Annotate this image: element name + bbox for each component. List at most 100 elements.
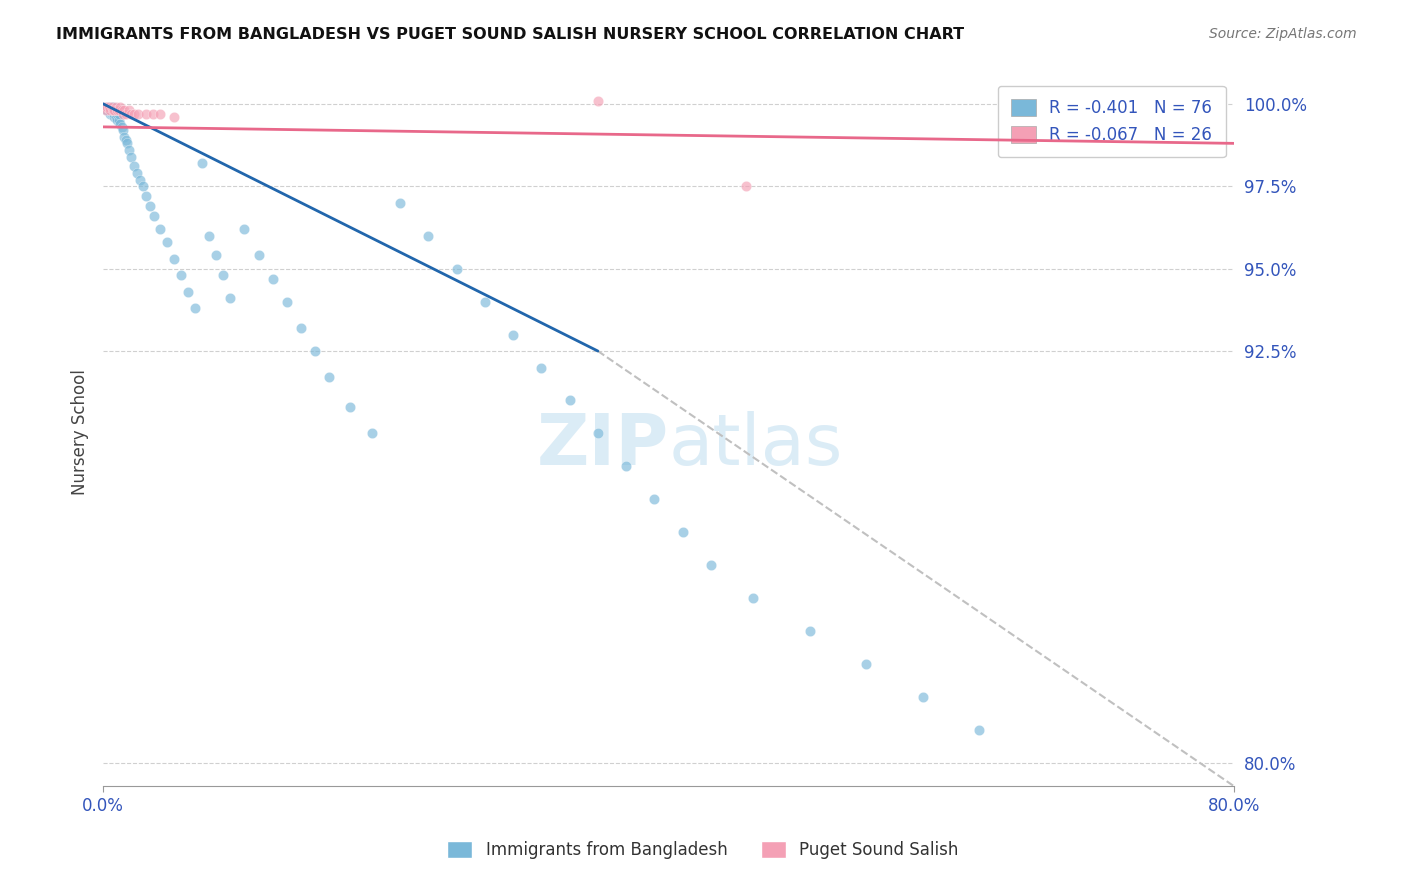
Point bbox=[120, 150, 142, 164]
Point bbox=[170, 268, 193, 283]
Text: atlas: atlas bbox=[668, 411, 844, 481]
Legend: R = -0.401   N = 76, R = -0.067   N = 26: R = -0.401 N = 76, R = -0.067 N = 26 bbox=[998, 86, 1226, 157]
Point bbox=[117, 103, 139, 118]
Text: IMMIGRANTS FROM BANGLADESH VS PUGET SOUND SALISH NURSERY SCHOOL CORRELATION CHAR: IMMIGRANTS FROM BANGLADESH VS PUGET SOUN… bbox=[56, 27, 965, 42]
Point bbox=[96, 100, 118, 114]
Point bbox=[163, 110, 186, 124]
Point bbox=[247, 248, 270, 262]
Point bbox=[131, 179, 153, 194]
Point bbox=[107, 113, 129, 128]
Point bbox=[128, 172, 150, 186]
Legend: Immigrants from Bangladesh, Puget Sound Salish: Immigrants from Bangladesh, Puget Sound … bbox=[440, 834, 966, 866]
Point bbox=[103, 106, 125, 120]
Point bbox=[100, 103, 122, 118]
Point bbox=[98, 103, 121, 118]
Point bbox=[388, 195, 411, 210]
Point bbox=[700, 558, 723, 573]
Point bbox=[205, 248, 228, 262]
Point bbox=[94, 103, 117, 118]
Point bbox=[104, 100, 127, 114]
Point bbox=[110, 120, 132, 134]
Point bbox=[122, 106, 145, 120]
Point bbox=[139, 199, 162, 213]
Point bbox=[304, 344, 326, 359]
Point bbox=[108, 100, 131, 114]
Point bbox=[290, 321, 312, 335]
Point bbox=[135, 189, 157, 203]
Point bbox=[184, 301, 207, 315]
Y-axis label: Nursery School: Nursery School bbox=[72, 369, 89, 495]
Point bbox=[530, 360, 553, 375]
Point bbox=[474, 294, 496, 309]
Point bbox=[103, 103, 125, 118]
Point bbox=[112, 129, 135, 144]
Point bbox=[100, 106, 122, 120]
Point bbox=[149, 222, 172, 236]
Point bbox=[212, 268, 235, 283]
Point bbox=[135, 106, 157, 120]
Point bbox=[742, 591, 765, 606]
Point bbox=[191, 156, 214, 170]
Point bbox=[855, 657, 877, 672]
Point bbox=[149, 106, 172, 120]
Point bbox=[107, 103, 129, 118]
Point bbox=[969, 723, 991, 738]
Point bbox=[125, 166, 148, 180]
Point bbox=[114, 133, 136, 147]
Point bbox=[672, 525, 695, 540]
Point bbox=[120, 106, 142, 120]
Point bbox=[93, 100, 115, 114]
Point bbox=[110, 103, 132, 118]
Point bbox=[105, 103, 128, 118]
Point bbox=[122, 160, 145, 174]
Point bbox=[108, 117, 131, 131]
Text: Source: ZipAtlas.com: Source: ZipAtlas.com bbox=[1209, 27, 1357, 41]
Point bbox=[156, 235, 179, 250]
Point bbox=[101, 100, 124, 114]
Point bbox=[101, 106, 124, 120]
Point bbox=[101, 103, 124, 118]
Point bbox=[219, 291, 242, 305]
Point bbox=[318, 370, 340, 384]
Point bbox=[735, 179, 758, 194]
Point bbox=[233, 222, 256, 236]
Point bbox=[143, 209, 166, 223]
Point bbox=[558, 393, 581, 408]
Point bbox=[117, 143, 139, 157]
Point bbox=[101, 103, 124, 118]
Point bbox=[586, 426, 609, 441]
Point bbox=[96, 103, 118, 118]
Point bbox=[98, 103, 121, 118]
Point bbox=[339, 400, 361, 414]
Point bbox=[911, 690, 934, 705]
Point bbox=[163, 252, 186, 266]
Point bbox=[105, 103, 128, 118]
Point bbox=[98, 106, 121, 120]
Point bbox=[142, 106, 165, 120]
Point bbox=[198, 228, 221, 243]
Point bbox=[96, 100, 118, 114]
Point bbox=[502, 327, 524, 342]
Point bbox=[115, 136, 138, 151]
Point bbox=[112, 103, 135, 118]
Point bbox=[100, 100, 122, 114]
Point bbox=[114, 106, 136, 120]
Point bbox=[103, 103, 125, 118]
Point bbox=[94, 103, 117, 118]
Point bbox=[97, 100, 120, 114]
Point bbox=[107, 106, 129, 120]
Point bbox=[97, 100, 120, 114]
Point bbox=[105, 113, 128, 128]
Point bbox=[97, 103, 120, 118]
Point bbox=[103, 110, 125, 124]
Point bbox=[111, 123, 134, 137]
Point bbox=[98, 100, 121, 114]
Point bbox=[276, 294, 298, 309]
Point bbox=[446, 261, 468, 276]
Point bbox=[177, 285, 200, 299]
Point bbox=[799, 624, 821, 639]
Point bbox=[104, 103, 127, 118]
Point bbox=[586, 94, 609, 108]
Point bbox=[100, 100, 122, 114]
Point bbox=[111, 106, 134, 120]
